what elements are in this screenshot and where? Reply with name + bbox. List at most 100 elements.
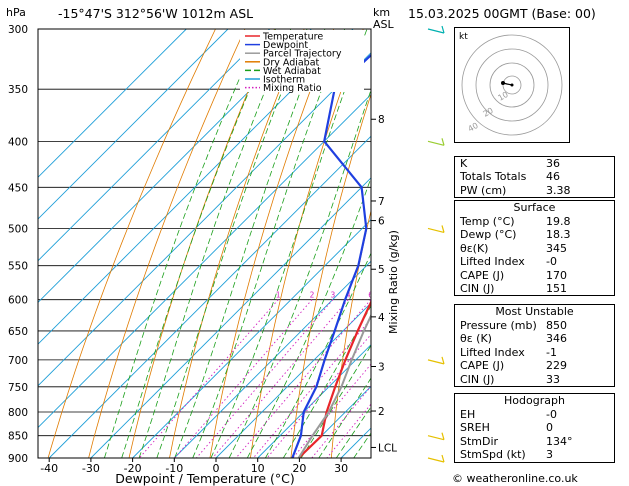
hodo-storm-motion	[501, 81, 505, 85]
diagram-grid	[38, 29, 452, 458]
mixing-ratio-label: 3	[330, 291, 335, 300]
x-tick-label: -20	[124, 462, 142, 475]
surface-row: Temp (°C) 19.8	[460, 215, 571, 228]
height-tick-label: 2	[378, 406, 385, 418]
credit-text: © weatheronline.co.uk	[452, 472, 578, 485]
isotherm-line	[38, 52, 371, 387]
isotherm-line	[215, 302, 371, 458]
isotherm-line	[38, 29, 271, 262]
mixing-ratio-line	[252, 318, 371, 458]
legend-label: Mixing Ratio	[263, 83, 322, 94]
hodograph: kt 10 20 40	[454, 27, 570, 143]
pressure-tick-label: 750	[8, 382, 28, 394]
pressure-tick-label: 450	[8, 182, 28, 194]
location-title: -15°47'S 312°56'W 1012m ASL	[58, 6, 254, 21]
wind-barb-flag	[441, 138, 445, 146]
pressure-unit-label: hPa	[6, 6, 26, 19]
isotherm-line	[48, 135, 371, 458]
dewpoint-line	[291, 53, 371, 458]
mu-row: Lifted Index -1	[460, 345, 557, 359]
legend-label: Dewpoint	[263, 40, 308, 51]
wind-barb	[427, 227, 445, 234]
index-row-k: K 36	[460, 157, 560, 170]
mixing-ratio-label: 6	[368, 291, 373, 300]
legend-label: Parcel Trajectory	[263, 49, 342, 60]
plot-frame	[37, 28, 372, 459]
wind-barb	[427, 140, 445, 146]
diagram-series: 1 2 3 4 6 8 10 15 20 25	[276, 53, 373, 458]
pressure-tick-label: 700	[8, 355, 28, 367]
isotherm-line	[173, 260, 371, 458]
mixing-ratio-line	[212, 299, 349, 458]
isotherm-line	[38, 29, 187, 178]
mixing-ratio-label: 2	[310, 291, 315, 300]
dry-adiabat-line	[169, 29, 305, 458]
legend-label: Dry Adiabat	[263, 57, 320, 68]
wet-adiabat-line	[246, 176, 371, 458]
pressure-tick-label: 800	[8, 407, 28, 419]
height-tick-label: 8	[378, 114, 385, 126]
diagram-axes: 300350400450500550600650700750800850900-…	[8, 24, 397, 475]
x-tick-label: 30	[334, 462, 348, 475]
hodo-row: StmSpd (kt) 3	[460, 448, 553, 462]
pressure-tick-label: 400	[8, 136, 28, 148]
pressure-tick-label: 550	[8, 261, 28, 273]
x-tick-label: -30	[82, 462, 100, 475]
height-tick-label: 6	[378, 216, 385, 228]
mixing-ratio-line	[196, 299, 334, 458]
height-tick-label: 5	[378, 264, 385, 276]
surface-panel: Surface Temp (°C) 19.8 Dewp (°C) 18.3 θε(K…	[454, 200, 615, 297]
legend-label: Temperature	[262, 32, 323, 43]
x-tick-label: -10	[165, 462, 183, 475]
wet-adiabat-line	[156, 29, 308, 458]
isotherm-line	[38, 29, 354, 345]
dry-adiabat-line	[372, 29, 452, 458]
surface-row: Dewp (°C) 18.3	[460, 228, 571, 242]
mixing-ratio-axis-label: Mixing Ratio (g/kg)	[387, 230, 400, 334]
mixing-ratio-line	[326, 403, 371, 458]
hodograph-unit: kt	[459, 32, 468, 42]
mixing-ratio-line	[235, 299, 371, 458]
mu-row: CAPE (J) 229	[460, 359, 567, 373]
height-tick-label: 3	[378, 362, 385, 374]
wet-adiabat-line	[228, 88, 371, 458]
wind-barb-flag	[441, 454, 445, 463]
legend-label: Isotherm	[263, 75, 305, 86]
wind-barb	[427, 359, 445, 365]
most-unstable-panel: Most Unstable Pressure (mb) 850 θε (K) 346…	[454, 304, 615, 387]
pressure-tick-label: 650	[8, 326, 28, 338]
isotherm-line	[38, 93, 371, 429]
height-tick-label: 4	[378, 312, 385, 324]
surface-title: Surface	[513, 201, 556, 214]
dry-adiabat-line	[330, 209, 371, 458]
surface-row: θε(K) 345	[460, 241, 567, 255]
hodograph-stats-panel: Hodograph EH -0 SREH 0 StmDir 134° StmSpd (…	[454, 393, 615, 463]
mixing-ratio-line	[139, 299, 279, 458]
surface-row: Lifted Index -0	[460, 255, 557, 269]
pressure-tick-label: 350	[8, 84, 28, 96]
parcel-trajectory-line	[297, 313, 371, 458]
index-row-totals: Totals Totals 46	[460, 170, 560, 184]
mu-row: θε (K) 346	[460, 332, 567, 346]
wet-adiabat-line	[174, 29, 326, 458]
pressure-tick-label: 900	[8, 453, 28, 465]
wind-barb	[427, 28, 445, 34]
wind-barb-flag	[441, 432, 445, 440]
wet-adiabat-line	[121, 29, 276, 458]
height-tick-label: 7	[378, 196, 385, 208]
x-tick-label: 10	[251, 462, 265, 475]
wind-barb-flag	[441, 225, 445, 233]
dry-adiabat-line	[209, 29, 335, 458]
wet-adiabat-line	[300, 344, 371, 458]
wet-adiabat-line	[210, 29, 368, 458]
hodo-row: SREH 0	[460, 421, 553, 435]
dry-adiabat-line	[128, 29, 275, 458]
hodo-row: EH -0	[460, 408, 557, 421]
wind-barb	[427, 435, 445, 441]
most-unstable-title: Most Unstable	[495, 305, 574, 318]
hodo-ring-label-2: 20	[482, 106, 495, 119]
wet-adiabat-line	[104, 29, 262, 458]
x-axis-label: Dewpoint / Temperature (°C)	[115, 471, 294, 486]
pressure-tick-label: 500	[8, 223, 28, 235]
wet-adiabat-line	[318, 377, 371, 458]
